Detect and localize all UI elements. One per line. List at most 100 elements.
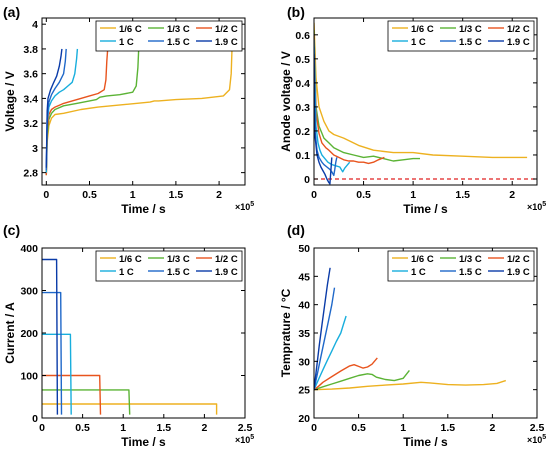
x-tick-label: 0 <box>311 189 317 201</box>
legend-entry-label: 1/3 C <box>459 254 482 265</box>
legend-entry-label: 1/3 C <box>167 254 190 265</box>
legend-entry-label: 1 C <box>119 37 134 48</box>
x-exponent-label: ×105 <box>527 201 546 212</box>
y-tick-label: 4 <box>32 19 38 31</box>
x-tick-label: 1 <box>120 422 126 434</box>
legend-entry-label: 1.9 C <box>215 37 238 48</box>
panel-label: (d) <box>287 222 305 238</box>
x-exponent-label: ×105 <box>527 434 546 445</box>
x-exponent-label: ×105 <box>235 201 254 212</box>
series-line-1-9-C <box>314 53 333 185</box>
y-tick-label: 0.3 <box>295 102 310 114</box>
y-tick-label: 20 <box>298 413 310 425</box>
x-tick-label: 2 <box>489 422 495 434</box>
chart-panel-4: (d) 0 0.5 1 1.5 2 2.5 20 25 30 35 40 45 50 Time / s Tem… <box>279 222 546 449</box>
series-line-1-3-C <box>314 29 420 162</box>
series-line-1-2-C <box>45 48 109 176</box>
series-line-1-3-C <box>42 389 131 415</box>
chart-panel-3: (c) 0 0.5 1 1.5 2 2.5 0 100 200 300 400 Time / s Curr… <box>3 222 254 449</box>
y-tick-label: 0.5 <box>295 54 310 66</box>
x-tick-label: 2 <box>201 422 207 434</box>
y-axis-label: Anode voltage / V <box>279 51 293 152</box>
y-tick-label: 300 <box>20 286 38 298</box>
series-line-1-C <box>42 333 72 415</box>
x-tick-label: 0.5 <box>356 189 371 201</box>
legend-entry-label: 1/2 C <box>215 254 238 265</box>
y-tick-label: 40 <box>298 300 310 312</box>
legend-entry-label: 1.9 C <box>507 267 530 278</box>
y-tick-label: 2.8 <box>23 168 38 180</box>
x-axis-label: Time / s <box>121 435 166 449</box>
x-tick-label: 0 <box>43 189 49 201</box>
legend-entry-label: 1/2 C <box>215 24 238 35</box>
y-tick-label: 25 <box>298 385 310 397</box>
plot-frame <box>41 17 246 186</box>
legend-entry-label: 1/2 C <box>507 24 530 35</box>
y-tick-label: 3.8 <box>23 44 38 56</box>
y-tick-label: 200 <box>20 328 38 340</box>
y-tick-label: 0.1 <box>295 150 310 162</box>
y-tick-label: 400 <box>20 243 38 255</box>
legend: 1/6 C 1/3 C 1/2 C 1 C 1.5 C 1.9 C <box>387 250 535 282</box>
y-tick-label: 0.6 <box>295 30 310 42</box>
y-tick-label: 3.6 <box>23 69 38 81</box>
series-line-1-6-C <box>45 48 233 176</box>
series-line-1-C <box>314 39 351 173</box>
series-line-1-9-C <box>314 267 331 390</box>
series-line-1-9-C <box>45 48 63 168</box>
series-line-1-6-C <box>314 379 507 391</box>
x-tick-label: 0.5 <box>351 422 366 434</box>
series-line-1-3-C <box>314 369 410 391</box>
y-tick-label: 0 <box>32 413 38 425</box>
legend-box <box>95 250 243 282</box>
legend-entry-label: 1.9 C <box>215 267 238 278</box>
legend-entry-label: 1.9 C <box>507 37 530 48</box>
y-tick-label: 0.2 <box>295 126 310 138</box>
x-tick-label: 2 <box>509 189 515 201</box>
legend-entry-label: 1/6 C <box>411 24 434 35</box>
legend: 1/6 C 1/3 C 1/2 C 1 C 1.5 C 1.9 C <box>387 20 535 52</box>
y-tick-label: 0 <box>304 174 310 186</box>
x-tick-label: 0 <box>311 422 317 434</box>
x-exponent-label: ×105 <box>235 434 254 445</box>
x-tick-label: 1 <box>130 189 136 201</box>
plot-frame <box>313 17 538 186</box>
y-tick-label: 45 <box>298 271 310 283</box>
legend-entry-label: 1.5 C <box>459 37 482 48</box>
legend: 1/6 C 1/3 C 1/2 C 1 C 1.5 C 1.9 C <box>95 20 243 52</box>
series-line-1-5-C <box>314 287 336 390</box>
y-tick-label: 3 <box>32 143 38 155</box>
x-tick-label: 0.5 <box>75 422 90 434</box>
series-line-1-9-C <box>42 258 59 415</box>
x-tick-label: 1.5 <box>169 189 184 201</box>
series-line-1-C <box>314 315 347 390</box>
x-tick-label: 1 <box>400 422 406 434</box>
legend-entry-label: 1/6 C <box>411 254 434 265</box>
y-axis-label: Temprature / °C <box>279 288 293 377</box>
legend-entry-label: 1/3 C <box>167 24 190 35</box>
legend: 1/6 C 1/3 C 1/2 C 1 C 1.5 C 1.9 C <box>95 250 243 282</box>
x-axis-label: Time / s <box>403 435 448 449</box>
x-tick-label: 2 <box>216 189 222 201</box>
legend-entry-label: 1.5 C <box>167 267 190 278</box>
legend-entry-label: 1/6 C <box>119 24 142 35</box>
legend-entry-label: 1.5 C <box>167 37 190 48</box>
y-axis-label: Current / A <box>3 302 17 364</box>
x-tick-label: 0 <box>39 422 45 434</box>
legend-entry-label: 1 C <box>411 37 426 48</box>
y-tick-label: 50 <box>298 243 310 255</box>
legend-entry-label: 1 C <box>411 267 426 278</box>
series-line-1-6-C <box>314 22 528 159</box>
x-tick-label: 2.5 <box>530 422 545 434</box>
x-tick-label: 1.5 <box>156 422 171 434</box>
series-line-1-5-C <box>42 291 63 415</box>
legend-entry-label: 1/2 C <box>507 254 530 265</box>
y-tick-label: 100 <box>20 371 38 383</box>
x-axis-label: Time / s <box>403 202 448 216</box>
chart-panel-1: (a) 0 0.5 1 1.5 2 2.8 3 3.2 3.4 3.6 3.8 4 Time / s Vol… <box>3 4 254 216</box>
x-tick-label: 1.5 <box>455 189 470 201</box>
y-tick-label: 30 <box>298 356 310 368</box>
legend-entry-label: 1.5 C <box>459 267 482 278</box>
panel-label: (c) <box>3 222 20 238</box>
x-tick-label: 1.5 <box>440 422 455 434</box>
